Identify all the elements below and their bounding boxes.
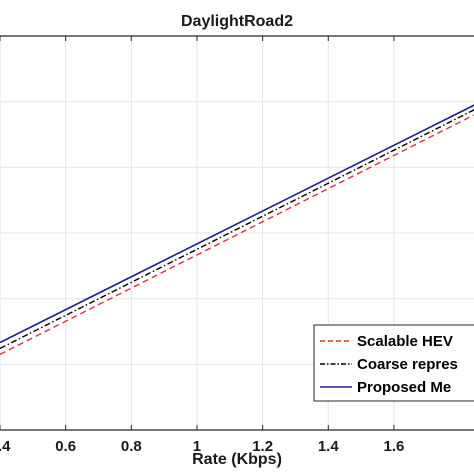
x-tick-label-4: 1.2 (252, 438, 273, 455)
x-axis-label: Rate (Kbps) (192, 451, 282, 468)
series-line-0 (0, 114, 474, 356)
series-layer (0, 104, 474, 356)
x-tick-label-5: 1.4 (318, 438, 340, 455)
legend: Scalable HEV Coarse repres Proposed Me (313, 324, 474, 402)
x-ticks: 0.4 0.6 0.8 1 1.2 1.4 1.6 (0, 36, 404, 455)
legend-box (313, 324, 474, 402)
x-tick-label-6: 1.6 (384, 438, 405, 455)
legend-label-proposed: Proposed Me (357, 379, 451, 396)
series-line-2 (0, 104, 474, 344)
legend-label-coarse: Coarse repres (357, 356, 458, 373)
series-line-1 (0, 109, 474, 350)
legend-label-scalable: Scalable HEV (357, 333, 453, 350)
x-tick-label-2: 0.8 (121, 438, 142, 455)
x-tick-label-3: 1 (193, 438, 201, 455)
x-tick-label-0: 0.4 (0, 438, 11, 455)
chart-title: DaylightRoad2 (181, 13, 293, 30)
x-tick-label-1: 0.6 (55, 438, 76, 455)
